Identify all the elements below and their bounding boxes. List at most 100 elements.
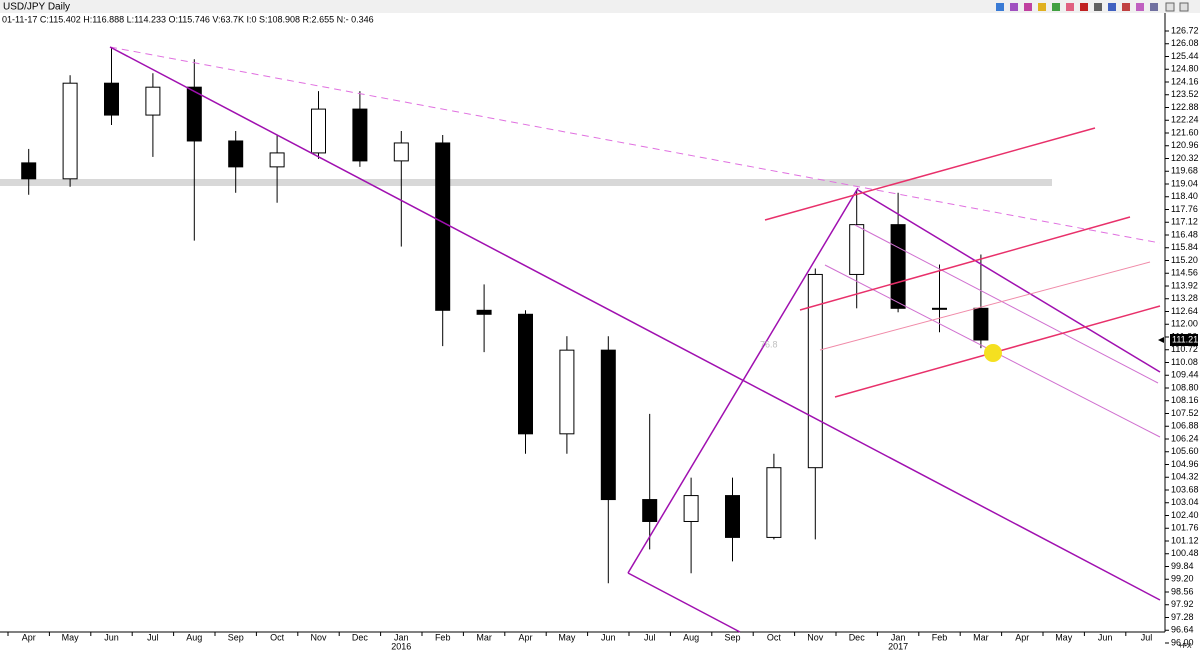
x-tick-label: Mar bbox=[973, 632, 989, 642]
y-tick-label: 104.32 bbox=[1171, 472, 1199, 482]
x-tick-label: May bbox=[558, 632, 576, 642]
icon[interactable] bbox=[1038, 3, 1046, 11]
candle-body bbox=[973, 307, 989, 341]
x-tick-label: Dec bbox=[849, 632, 866, 642]
y-tick-label: 106.24 bbox=[1171, 433, 1199, 443]
x-tick-label: Mar bbox=[476, 632, 492, 642]
y-tick-label: 101.76 bbox=[1171, 523, 1199, 533]
y-tick-label: 102.40 bbox=[1171, 510, 1199, 520]
candle-body bbox=[849, 224, 865, 275]
y-tick-label: 108.80 bbox=[1171, 382, 1199, 392]
trend-line bbox=[857, 189, 1161, 373]
y-tick-label: 96.64 bbox=[1171, 625, 1194, 635]
y-tick-label: 124.80 bbox=[1171, 64, 1199, 74]
toolbar-icons bbox=[996, 2, 1189, 12]
y-tick-label: 126.08 bbox=[1171, 38, 1199, 48]
y-tick-label: 105.60 bbox=[1171, 446, 1199, 456]
candle-body bbox=[600, 349, 616, 501]
x-tick-label: Feb bbox=[435, 632, 451, 642]
x-tick-label: Jan bbox=[394, 632, 409, 642]
x-tick-label: Dec bbox=[352, 632, 369, 642]
candle-body bbox=[186, 86, 202, 142]
icon[interactable] bbox=[1165, 2, 1175, 12]
y-tick-label: 126.72 bbox=[1171, 25, 1199, 35]
candle-body bbox=[228, 140, 244, 168]
y-tick-label: 122.88 bbox=[1171, 102, 1199, 112]
x-tick-label: Nov bbox=[807, 632, 824, 642]
candle-body bbox=[145, 86, 161, 116]
y-tick-label: 124.16 bbox=[1171, 76, 1199, 86]
y-tick-label: 99.84 bbox=[1171, 561, 1194, 571]
y-tick-label: 106.88 bbox=[1171, 421, 1199, 431]
x-tick-label: May bbox=[1055, 632, 1073, 642]
x-sublabel: 2016 bbox=[391, 641, 411, 651]
y-tick-label: 103.68 bbox=[1171, 484, 1199, 494]
chart-title: USD/JPY Daily bbox=[3, 2, 70, 13]
y-tick-label: 100.48 bbox=[1171, 548, 1199, 558]
candle-body bbox=[559, 349, 575, 435]
icon[interactable] bbox=[1052, 3, 1060, 11]
y-tick-label: 104.96 bbox=[1171, 459, 1199, 469]
y-tick-label: 112.64 bbox=[1171, 306, 1198, 316]
x-tick-label: Jul bbox=[1141, 632, 1153, 642]
x-tick-label: Feb bbox=[932, 632, 948, 642]
icon[interactable] bbox=[1136, 3, 1144, 11]
x-tick-label: Apr bbox=[1015, 632, 1029, 642]
channel-line bbox=[799, 216, 1131, 311]
y-tick-label: 115.20 bbox=[1171, 255, 1198, 265]
y-tick-label: 120.32 bbox=[1171, 153, 1199, 163]
y-tick-label: 115.84 bbox=[1171, 242, 1198, 252]
candle-body bbox=[311, 108, 326, 154]
icon[interactable] bbox=[1150, 3, 1158, 11]
y-tick-label: 122.24 bbox=[1171, 115, 1199, 125]
candle-body bbox=[62, 82, 78, 180]
icon[interactable] bbox=[1179, 2, 1189, 12]
price-tag bbox=[1170, 333, 1198, 346]
y-tick-label: 123.52 bbox=[1171, 89, 1199, 99]
plot-area bbox=[21, 48, 989, 584]
y-tick-label: 110.08 bbox=[1171, 357, 1198, 367]
y-tick-label: 103.04 bbox=[1171, 497, 1199, 507]
y-tick-label: 98.56 bbox=[1171, 586, 1194, 596]
y-tick-label: 110.72 bbox=[1171, 344, 1198, 354]
price-pointer bbox=[1158, 336, 1164, 343]
x-tick-label: Jul bbox=[147, 632, 159, 642]
candle-body bbox=[807, 273, 823, 469]
x-tick-label: Jun bbox=[1098, 632, 1113, 642]
drawings bbox=[109, 46, 1161, 633]
icon[interactable] bbox=[1010, 3, 1018, 11]
x-tick-label: Sep bbox=[228, 632, 244, 642]
trend-line bbox=[854, 224, 1159, 384]
y-tick-label: 121.60 bbox=[1171, 127, 1199, 137]
icon[interactable] bbox=[1066, 3, 1074, 11]
y-tick-label: 118.40 bbox=[1171, 191, 1198, 201]
y-tick-label: 120.96 bbox=[1171, 140, 1199, 150]
icon[interactable] bbox=[996, 3, 1004, 11]
icon[interactable] bbox=[1024, 3, 1032, 11]
y-tick-label: 113.28 bbox=[1171, 293, 1198, 303]
y-tick-label: 97.28 bbox=[1171, 612, 1194, 622]
candle-body bbox=[766, 467, 782, 538]
icon[interactable] bbox=[1080, 3, 1088, 11]
annotation: 76.8 bbox=[760, 339, 778, 349]
icon[interactable] bbox=[1094, 3, 1102, 11]
y-tick-label: 114.56 bbox=[1171, 268, 1198, 278]
y-tick-label: 108.16 bbox=[1171, 395, 1199, 405]
icon[interactable] bbox=[1108, 3, 1116, 11]
candle-body bbox=[683, 495, 699, 522]
toolbar bbox=[0, 0, 1200, 13]
candle-body bbox=[932, 307, 947, 310]
y-tick-label: 119.04 bbox=[1171, 178, 1198, 188]
icon[interactable] bbox=[1122, 3, 1130, 11]
info-line: 01-11-17 C:115.402 H:116.888 L:114.233 O… bbox=[2, 14, 374, 24]
price-tag-label: 111.21 bbox=[1172, 334, 1198, 344]
x-tick-label: Sep bbox=[724, 632, 740, 642]
y-tick-label: 113.92 bbox=[1171, 280, 1198, 290]
trend-line bbox=[109, 46, 1161, 601]
candle-body bbox=[104, 82, 119, 116]
x-tick-label: Aug bbox=[186, 632, 202, 642]
x-tick-label: Nov bbox=[310, 632, 327, 642]
x-tick-label: Oct bbox=[270, 632, 285, 642]
y-tick-label: 109.44 bbox=[1171, 370, 1199, 380]
